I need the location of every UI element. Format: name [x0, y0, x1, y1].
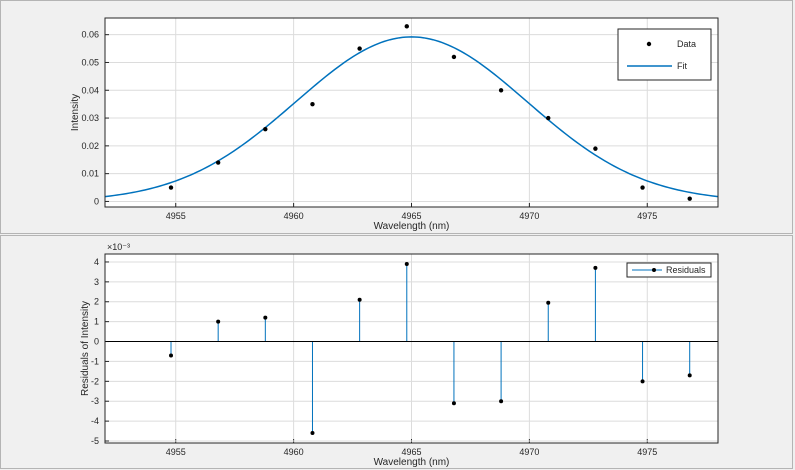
data-point	[357, 46, 362, 51]
data-point	[687, 196, 692, 201]
data-point	[263, 126, 268, 132]
x-axis-label: Wavelength (nm)	[374, 457, 450, 468]
x-tick-label: 4965	[401, 447, 421, 457]
legend-box	[617, 28, 712, 81]
x-tick-label: 4970	[519, 447, 539, 457]
x-axis-label: Wavelength (nm)	[374, 221, 450, 232]
residual-point	[640, 379, 645, 384]
residual-point	[546, 300, 551, 305]
y-tick-label: 0.03	[81, 113, 99, 123]
y-tick-label: -4	[91, 416, 99, 426]
x-tick-label: 4975	[637, 211, 657, 221]
y-tick-label: 0.01	[81, 169, 99, 179]
y-tick-label: -3	[91, 396, 99, 406]
y-axis-label: Intensity	[70, 94, 81, 131]
data-point	[168, 185, 174, 190]
x-tick-label: 4955	[166, 211, 186, 221]
y-tick-label: 0	[94, 196, 99, 206]
fit-panel: 4955 4960 4965 4970 4975 0 0.01 0.02 0.03 0.04 0.0…	[0, 0, 793, 234]
residual-point	[357, 297, 362, 302]
legend-data-marker	[646, 41, 652, 47]
residuals-panel: 4955 4960 4965 4970 4975 -5 -4 -3 -2 -1 0 1 2 3 4 ×10⁻³…	[0, 235, 793, 469]
residual-point	[169, 353, 174, 358]
y-tick-label: 3	[94, 277, 99, 287]
legend-fit-label: Fit	[677, 61, 687, 71]
data-point	[640, 185, 645, 190]
x-tick-label: 4965	[401, 211, 421, 221]
legend-data-label: Data	[677, 39, 696, 49]
y-tick-label: 0.05	[81, 57, 99, 67]
residual-point	[451, 401, 456, 406]
fit-chart: 4955 4960 4965 4970 4975 0 0.01 0.02 0.03 0.04 0.0…	[70, 17, 719, 232]
x-tick-label: 4975	[637, 447, 657, 457]
legend-residual-label: Residuals	[666, 265, 706, 275]
data-point	[404, 24, 409, 29]
y-tick-label: -2	[91, 376, 99, 386]
data-point	[593, 146, 598, 151]
data-point	[215, 160, 221, 165]
y-tick-label: 0.04	[81, 85, 99, 95]
y-tick-label: 2	[94, 297, 99, 307]
y-tick-label: 0.02	[81, 141, 99, 151]
axes-border	[104, 17, 719, 208]
y-tick-label: 0.06	[81, 30, 99, 40]
data-point	[310, 101, 315, 107]
legend-residual-marker	[652, 268, 656, 272]
residual-point	[310, 431, 315, 436]
data-point	[546, 115, 551, 121]
residual-point	[263, 315, 268, 320]
y-tick-label: 4	[94, 257, 99, 267]
y-tick-label: -1	[91, 356, 99, 366]
legend-box	[626, 262, 712, 278]
axes-border	[104, 253, 719, 444]
fit-line	[104, 36, 719, 198]
y-exponent-label: ×10⁻³	[107, 242, 130, 252]
data-point	[498, 88, 504, 93]
x-tick-label: 4970	[519, 211, 539, 221]
residual-point	[499, 399, 504, 404]
residual-point	[404, 261, 409, 266]
residual-point	[593, 265, 598, 270]
y-tick-label: 1	[94, 317, 99, 327]
y-tick-label: 0	[94, 337, 99, 347]
y-axis-label: Residuals of Intensity	[80, 301, 91, 396]
data-point	[451, 54, 457, 60]
residual-point	[216, 319, 221, 324]
x-tick-label: 4960	[284, 447, 304, 457]
x-tick-label: 4955	[166, 447, 186, 457]
residuals-chart: 4955 4960 4965 4970 4975 -5 -4 -3 -2 -1 0 1 2 3 4 ×10⁻³…	[80, 242, 719, 468]
y-tick-label: -5	[91, 436, 99, 446]
residual-point	[687, 373, 692, 378]
x-tick-label: 4960	[284, 211, 304, 221]
